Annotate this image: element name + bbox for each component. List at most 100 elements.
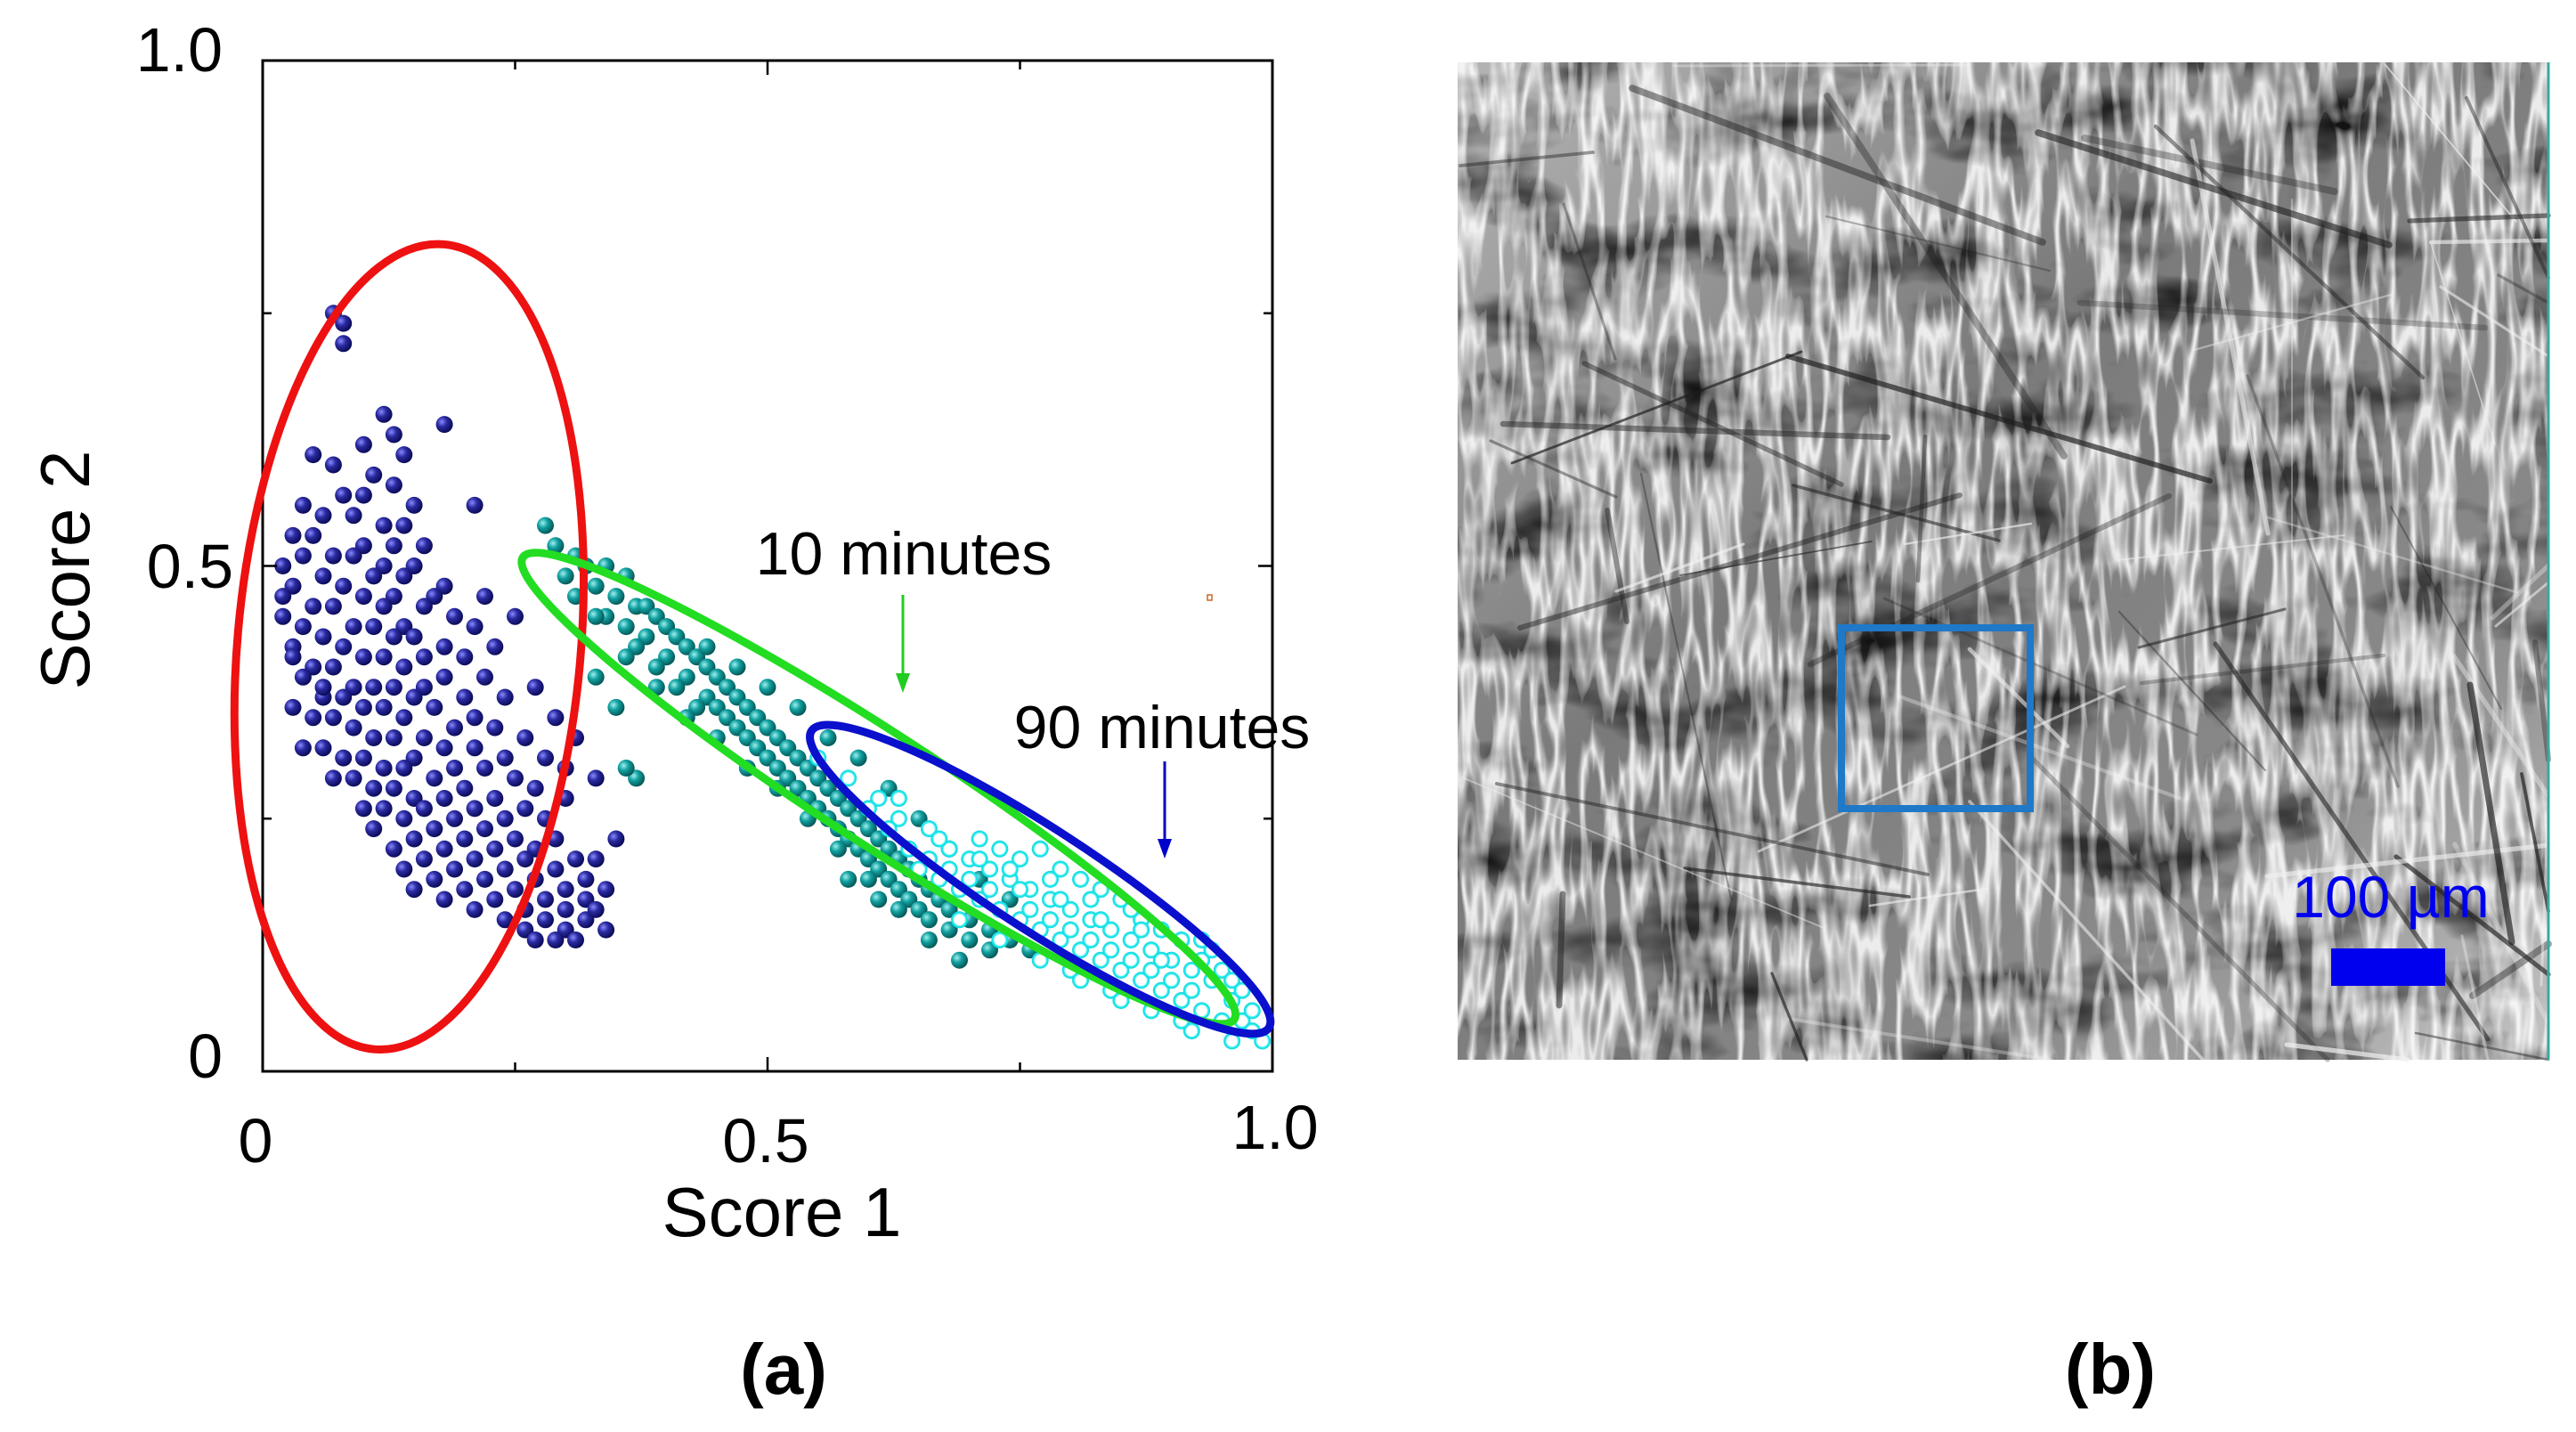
data-point	[335, 749, 353, 767]
data-point	[617, 760, 635, 777]
scale-bar	[2331, 948, 2445, 986]
data-point	[537, 749, 554, 767]
cluster-ellipses	[230, 240, 1275, 1054]
fiber-strand	[2393, 854, 2551, 977]
data-point	[335, 335, 353, 353]
data-point	[496, 688, 514, 706]
data-point	[577, 870, 595, 888]
data-point	[385, 426, 402, 443]
data-point	[597, 881, 615, 899]
data-point	[375, 405, 393, 423]
data-point	[335, 486, 353, 504]
data-point	[607, 830, 625, 848]
data-point	[587, 668, 605, 686]
data-point	[395, 709, 413, 727]
data-point	[354, 435, 372, 453]
data-point	[890, 900, 907, 918]
data-point	[435, 668, 453, 686]
data-point	[496, 860, 514, 878]
data-point	[274, 557, 292, 574]
data-point	[516, 850, 534, 868]
data-point	[324, 658, 342, 676]
fiber-strand	[2407, 213, 2551, 224]
data-point	[324, 456, 342, 474]
data-point	[789, 698, 807, 716]
fiber-strand	[2494, 581, 2550, 628]
data-point	[415, 850, 433, 868]
fiber-strand	[2076, 299, 2489, 331]
data-point	[345, 618, 362, 636]
data-point	[547, 537, 565, 555]
data-point	[385, 537, 402, 555]
fiber-strand	[2390, 506, 2502, 710]
data-point	[345, 769, 362, 787]
data-point	[335, 688, 353, 706]
data-point	[354, 698, 372, 716]
data-point	[526, 932, 544, 948]
data-point	[547, 860, 565, 878]
fiber-strand	[2117, 610, 2267, 772]
fiber-strand	[1517, 492, 1962, 631]
data-point	[435, 840, 453, 858]
data-point	[354, 648, 372, 666]
fiber-strand	[1459, 151, 1595, 167]
fiber-strand	[1785, 354, 2213, 484]
fiber-strand	[2520, 772, 2550, 913]
fiber-strand	[2035, 129, 2393, 248]
data-point	[516, 729, 534, 746]
data-point	[345, 719, 362, 736]
data-point	[1152, 951, 1170, 969]
fiber-strand	[2192, 293, 2393, 352]
fiber-strand	[2031, 757, 2330, 1062]
data-point	[354, 800, 372, 818]
fiber-strand	[1499, 420, 1891, 441]
fiber-strand	[2246, 374, 2400, 788]
data-point	[930, 830, 948, 848]
micrograph-texture	[1458, 62, 2548, 1060]
data-point	[314, 567, 332, 585]
data-point	[537, 911, 554, 929]
data-point	[466, 618, 484, 636]
fiber-strand	[1967, 647, 2070, 749]
fiber-strand	[1787, 1017, 2052, 1062]
data-point	[698, 638, 716, 655]
data-point	[617, 618, 635, 636]
data-point	[395, 567, 413, 585]
data-point	[587, 607, 605, 625]
data-point	[557, 900, 574, 918]
data-point	[375, 800, 393, 818]
data-point	[274, 607, 292, 625]
data-point	[435, 891, 453, 908]
data-point	[1001, 860, 1019, 878]
cluster-ellipse-1	[517, 549, 1240, 1029]
data-point	[1092, 911, 1109, 929]
data-point	[405, 881, 423, 899]
data-point	[1012, 881, 1028, 899]
data-point	[466, 850, 484, 868]
fiber-strand	[1556, 891, 1566, 1009]
data-point	[971, 830, 988, 848]
scatter-plot-panel: 1.0 0.5 0 0 0.5 1.0 Score 1 Score 2 10 m…	[26, 15, 1319, 1251]
y-tick-label-1: 1.0	[136, 15, 223, 85]
data-point	[486, 719, 504, 736]
data-point	[324, 769, 342, 787]
fiber-strand	[2264, 842, 2551, 879]
fiber-strand	[1679, 541, 1873, 576]
fiber-strand	[2385, 64, 2517, 223]
fiber-strand	[2465, 96, 2550, 280]
data-point	[294, 618, 312, 636]
data-point	[435, 739, 453, 757]
data-point	[284, 698, 302, 716]
data-point	[324, 709, 342, 727]
data-point	[537, 891, 554, 908]
series-0	[274, 305, 625, 948]
data-point	[435, 638, 453, 655]
data-point	[405, 688, 423, 706]
data-point	[849, 749, 867, 767]
panel-label-a: (a)	[740, 1330, 827, 1409]
fiber-strand	[1897, 694, 2182, 801]
data-points	[274, 305, 1272, 1050]
data-point	[920, 932, 938, 948]
data-point	[274, 588, 292, 606]
data-point	[335, 638, 353, 655]
